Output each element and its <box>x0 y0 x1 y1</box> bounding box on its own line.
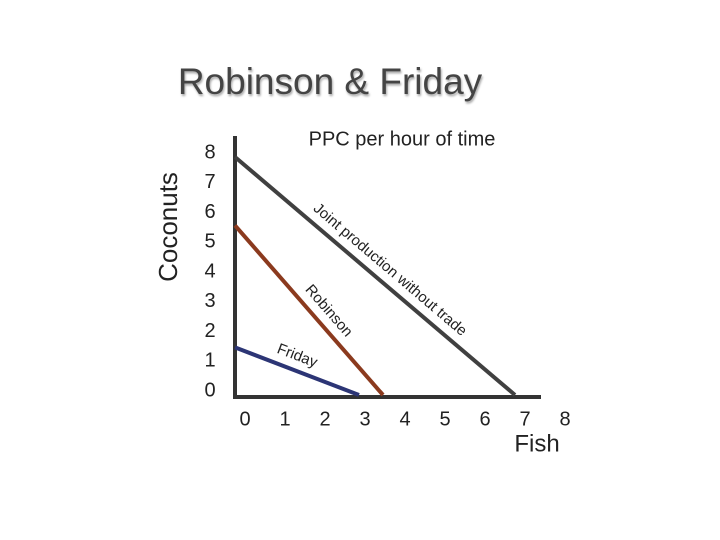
ppc-line <box>233 224 385 397</box>
y-tick-label: 0 <box>204 379 215 401</box>
x-axis-label: Fish <box>514 430 559 457</box>
x-tick-label: 1 <box>279 408 290 430</box>
y-tick-label: 4 <box>204 260 215 282</box>
y-tick-label: 8 <box>204 141 215 163</box>
x-tick-label: 6 <box>479 408 490 430</box>
x-tick-label: 7 <box>519 408 530 430</box>
y-tick-label: 6 <box>204 201 215 223</box>
x-tick-label: 4 <box>399 408 410 430</box>
x-tick-label: 3 <box>359 408 370 430</box>
x-tick-label: 5 <box>439 408 450 430</box>
y-tick-label: 3 <box>204 290 215 312</box>
y-axis-label: Coconuts <box>153 172 183 282</box>
x-tick-label: 0 <box>239 408 250 430</box>
y-tick-label: 5 <box>204 231 215 253</box>
ppc-line <box>233 155 517 397</box>
ppc-line <box>234 345 360 397</box>
x-tick-label: 2 <box>319 408 330 430</box>
y-tick-label: 1 <box>204 350 215 372</box>
x-tick-label: 8 <box>559 408 570 430</box>
y-tick-label: 2 <box>204 320 215 342</box>
annotation: PPC per hour of time <box>309 128 496 150</box>
y-tick-label: 7 <box>204 171 215 193</box>
chart-title: Robinson & Friday <box>178 61 483 102</box>
